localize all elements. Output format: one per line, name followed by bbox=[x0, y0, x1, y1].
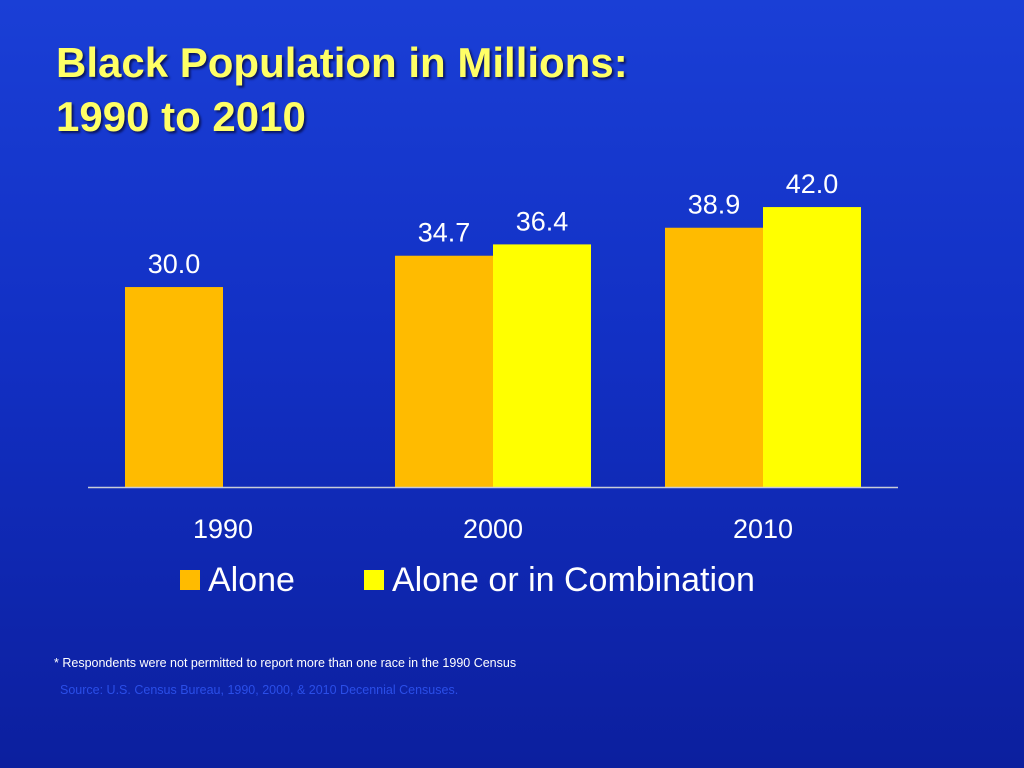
title-line-1: Black Population in Millions: bbox=[56, 39, 628, 86]
slide-title: Black Population in Millions: 1990 to 20… bbox=[56, 36, 628, 144]
legend-label-2: Alone or in Combination bbox=[392, 561, 755, 599]
title-line-2: 1990 to 2010 bbox=[56, 93, 306, 140]
bar-2010-alone bbox=[665, 227, 763, 487]
value-label-2000-2: 36.4 bbox=[516, 206, 569, 236]
footnote: * Respondents were not permitted to repo… bbox=[54, 656, 517, 670]
legend-swatch-2 bbox=[364, 570, 384, 590]
bar-2010-alone-or-in-combination bbox=[763, 207, 861, 487]
value-label-2010-2: 42.0 bbox=[786, 169, 839, 199]
bar-1990-alone bbox=[125, 287, 223, 487]
x-tick-label-1990: 1990 bbox=[193, 514, 253, 544]
legend: Alone Alone or in Combination bbox=[180, 561, 755, 599]
value-label-2000-1: 34.7 bbox=[418, 218, 471, 248]
x-tick-label-2010: 2010 bbox=[733, 514, 793, 544]
bars-group bbox=[125, 207, 861, 487]
value-label-1990-1: 30.0 bbox=[148, 249, 201, 279]
value-labels-group: 30.0 34.7 36.4 38.9 42.0 bbox=[148, 169, 839, 279]
source-note: Source: U.S. Census Bureau, 1990, 2000, … bbox=[60, 683, 459, 697]
bar-2000-alone-or-in-combination bbox=[493, 244, 591, 487]
legend-label-1: Alone bbox=[208, 561, 295, 599]
value-label-2010-1: 38.9 bbox=[688, 190, 741, 220]
x-tick-labels-group: 1990 2000 2010 bbox=[193, 514, 793, 544]
bar-2000-alone bbox=[395, 255, 493, 487]
x-tick-label-2000: 2000 bbox=[463, 514, 523, 544]
legend-swatch-1 bbox=[180, 570, 200, 590]
